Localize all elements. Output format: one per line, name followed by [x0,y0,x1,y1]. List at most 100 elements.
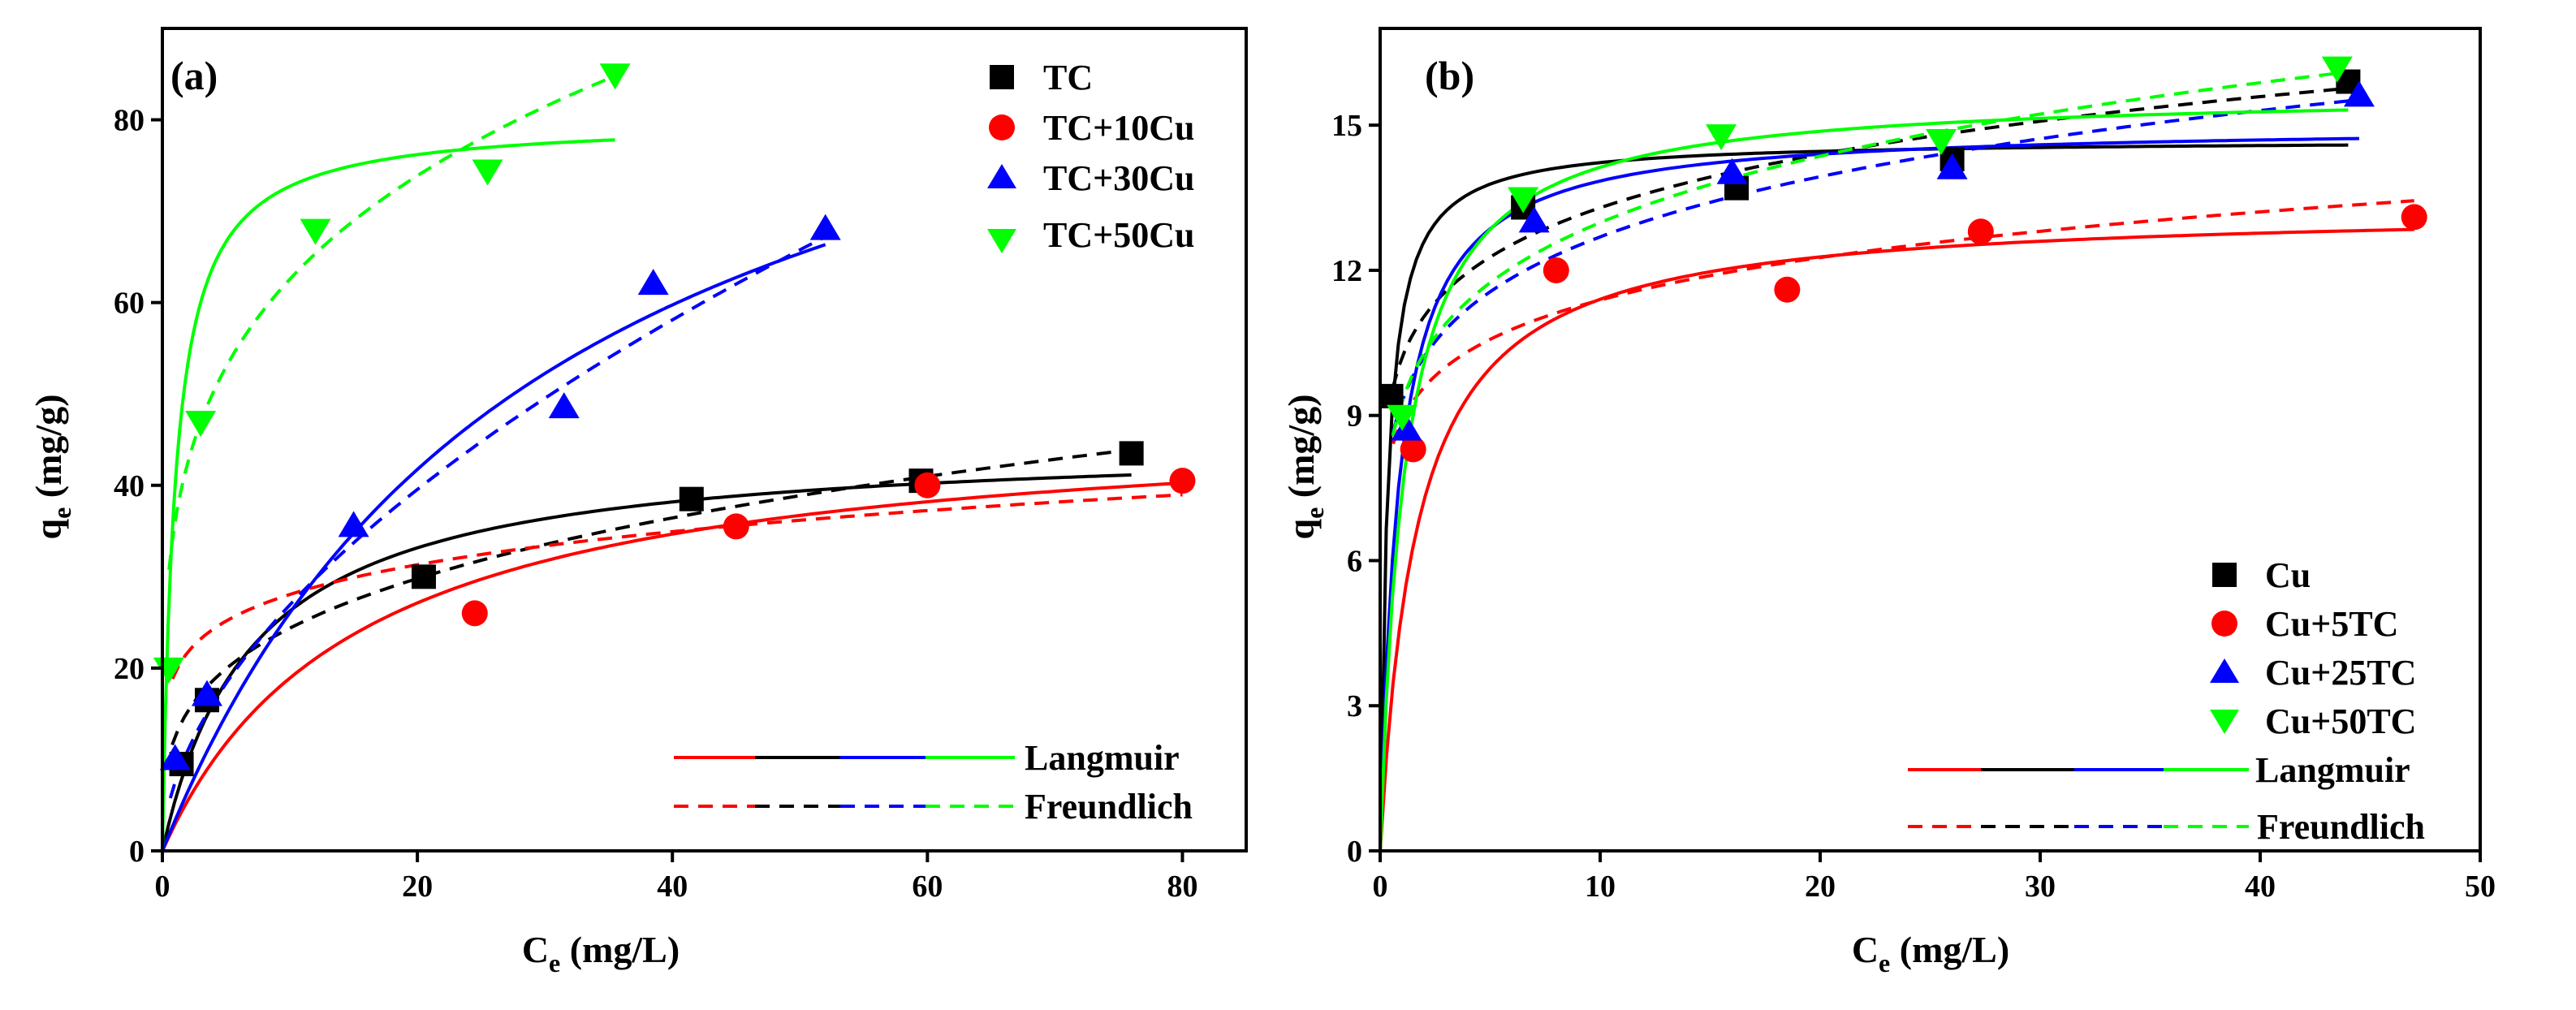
freundlich-fit-cu [1391,86,2349,389]
legend-label-cu-5tc: Cu+5TC [2265,604,2398,644]
legend-circle-marker [2211,611,2237,637]
panel-a-plot-layer [153,63,1196,852]
x-tick-label: 20 [402,870,433,904]
panel-a-axes: 0 20 40 60 80 0 20 40 60 80 [114,27,1248,904]
panel-a: 0 20 40 60 80 0 20 40 60 80 (a) Ce (mg/L) qe (mg/… [28,27,1248,978]
data-point-tc-50cu [153,657,184,684]
data-point-cu-50tc [2321,56,2353,83]
data-point-tc-10cu [1169,468,1196,494]
langmuir-fit-cu [1379,143,2349,852]
panel-b-x-axis-title: Ce (mg/L) [1852,929,2009,978]
data-point-tc-30cu [809,214,841,240]
data-point-cu-25tc [1716,158,1748,184]
data-point-tc-50cu [185,410,217,437]
data-point-cu-50tc [1387,404,1418,431]
x-tick-label: 0 [155,870,170,904]
panel-b-legend-langmuir: Langmuir [1908,750,2410,790]
panel-b-legend: Cu Cu+5TC Cu+25TC Cu+50TC Langmuir [1908,555,2425,847]
freundlich-fit-tc-10cu [170,493,1183,680]
panel-b-legend-cu-50tc: Cu+50TC [2210,701,2416,741]
freundlich-fit-tc-50cu [167,74,616,570]
langmuir-fit-tc [161,473,1132,852]
panel-a-y-axis-title: qe (mg/g) [28,394,76,539]
y-tick-label: 12 [1331,254,1362,288]
data-point-cu-50tc [1926,129,1957,156]
data-point-tc-10cu [461,600,488,627]
legend-label-freundlich: Freundlich [1025,787,1193,827]
data-point-cu-5tc [1400,436,1426,463]
freundlich-fit-tc [170,448,1132,746]
data-point-tc-30cu [159,744,191,770]
data-point-tc [679,486,704,511]
y-tick-label: 0 [1347,835,1362,869]
data-point-tc-50cu [599,63,631,90]
data-point-tc-10cu [723,513,749,540]
x-tick-label: 40 [2245,870,2276,904]
legend-label-tc: TC [1043,58,1093,97]
x-tick-label: 30 [2025,870,2056,904]
legend-triangle-down-marker [987,229,1016,253]
x-tick-label: 20 [1805,870,1836,904]
y-tick-label: 15 [1331,109,1362,143]
data-point-cu-50tc [1706,124,1737,151]
panel-a-legend-langmuir: Langmuir [674,738,1180,778]
y-tick-label: 40 [114,469,145,503]
x-tick-label: 60 [912,870,943,904]
x-tick-label: 0 [1373,870,1388,904]
panel-b: 0 10 20 30 40 50 0 3 6 9 12 15 (b) Ce (mg/L) qe (mg… [1280,27,2496,978]
y-tick-label: 9 [1347,399,1362,434]
x-tick-label: 80 [1167,870,1197,904]
panel-b-legend-freundlich: Freundlich [1908,807,2425,847]
x-tick-label: 10 [1585,870,1616,904]
data-point-tc-50cu [472,159,503,186]
y-tick-label: 80 [114,104,145,138]
legend-triangle-down-marker [2210,710,2239,734]
data-point-cu-5tc [1774,276,1801,303]
legend-label-cu: Cu [2265,555,2311,595]
data-point-cu-25tc [1518,206,1550,233]
data-point-tc [1119,441,1144,466]
legend-label-langmuir: Langmuir [1025,738,1180,778]
data-point-tc-50cu [300,218,331,245]
y-tick-label: 6 [1347,544,1362,578]
panel-b-axes: 0 10 20 30 40 50 0 3 6 9 12 15 [1331,27,2496,904]
legend-circle-marker [989,114,1015,140]
data-point-tc-30cu [637,269,669,296]
langmuir-fit-tc-10cu [161,481,1183,852]
y-tick-label: 60 [114,287,145,321]
legend-label-tc-10cu: TC+10Cu [1043,108,1194,148]
panel-a-legend-tc-10cu: TC+10Cu [989,108,1194,148]
data-point-cu-25tc [1936,153,1968,179]
data-point-cu-25tc [2343,80,2375,107]
data-point-cu [1379,383,1404,408]
data-point-tc-30cu [338,511,369,537]
legend-label-cu-50tc: Cu+50TC [2265,701,2416,741]
langmuir-fit-tc-50cu [161,138,615,852]
y-tick-label: 0 [129,835,145,869]
x-tick-label: 40 [657,870,688,904]
x-tick-label: 50 [2465,870,2496,904]
legend-label-freundlich: Freundlich [2257,807,2425,847]
freundlich-fit-cu-5tc [1392,199,2414,445]
panel-a-label: (a) [170,53,218,98]
panel-a-legend-tc-50cu: TC+50Cu [987,215,1194,255]
legend-label-tc-50cu: TC+50Cu [1043,215,1194,255]
langmuir-fit-cu-50tc [1379,108,2349,852]
panel-b-y-axis-title: qe (mg/g) [1280,394,1329,539]
panel-b-legend-cu-5tc: Cu+5TC [2211,604,2398,644]
data-point-tc-30cu [548,392,580,419]
langmuir-fit-cu-5tc [1379,227,2414,852]
data-point-cu-5tc [1967,218,1994,245]
legend-label-langmuir: Langmuir [2255,750,2410,790]
panel-a-legend-tc-30cu: TC+30Cu [987,158,1194,198]
panel-b-legend-cu-25tc: Cu+25TC [2210,653,2416,693]
langmuir-fit-cu-25tc [1379,136,2359,852]
panel-a-x-axis-title: Ce (mg/L) [522,929,680,978]
y-tick-label: 20 [114,652,145,686]
legend-triangle-up-marker [987,164,1016,188]
freundlich-fit-cu-25tc [1391,97,2360,434]
freundlich-fit-cu-50tc [1391,70,2349,437]
data-point-tc-30cu [191,680,222,706]
data-point-cu-25tc [1391,414,1422,441]
